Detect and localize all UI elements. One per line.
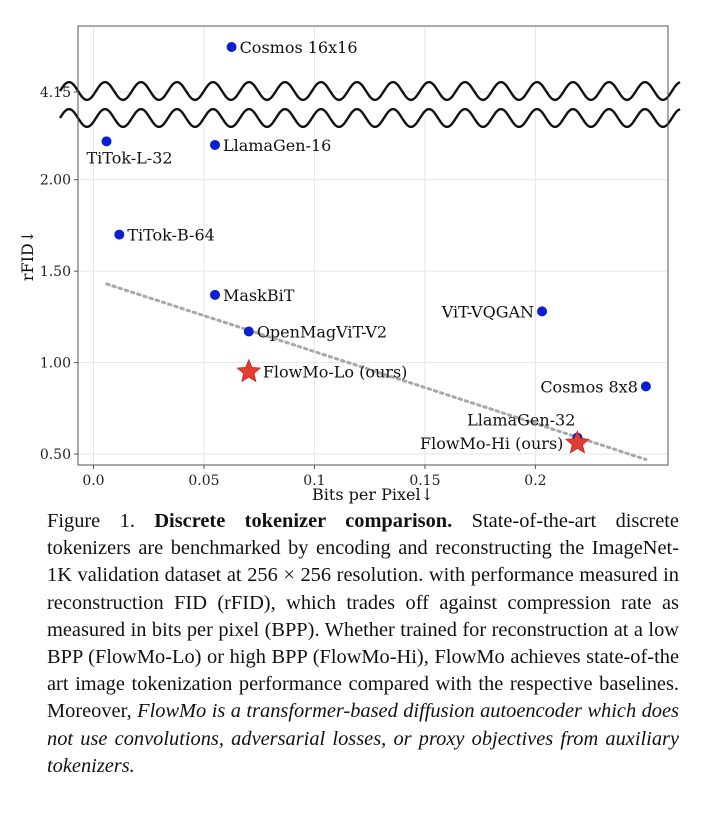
figure-caption: Figure 1. Discrete tokenizer comparison.… [47, 508, 679, 780]
plot-frame [77, 25, 669, 466]
y-tick-label: 0.50 [40, 447, 71, 463]
point-cosmos-16x16 [226, 42, 237, 52]
figure-label: Figure 1. [47, 510, 135, 532]
point-llamagen-16 [210, 139, 221, 150]
label-cosmos-8x8: Cosmos 8x8 [540, 377, 638, 396]
label-flowmo-hi-ours: FlowMo-Hi (ours) [420, 434, 563, 453]
axis-break-bottom-wave [58, 107, 681, 129]
axis-ticks: 0.0 0.05 0.1 0.15 0.2 0.50 1.00 1.50 2.00 4.15 [40, 85, 547, 489]
axis-break-top-wave [58, 80, 681, 102]
y-axis-label: rFID↓ [18, 230, 37, 281]
x-tick-label: 0.0 [82, 473, 104, 489]
trend-line [105, 282, 648, 462]
x-tick-label: 0.15 [409, 473, 440, 489]
label-titok-b-64: TiTok-B-64 [127, 226, 215, 245]
point-vit-vqgan [537, 306, 548, 317]
point-openmagvit-v2 [243, 326, 254, 337]
scatter-chart: Cosmos 16x16 TiTok-L-32 LlamaGen-16 TiTok-B… [18, 25, 681, 504]
point-maskbit [210, 289, 221, 300]
label-llamagen-32: LlamaGen-32 [467, 411, 575, 430]
label-openmagvit-v2: OpenMagViT-V2 [257, 323, 387, 342]
y-tick-label: 1.00 [40, 356, 71, 372]
point-titok-b-64 [114, 229, 125, 240]
label-maskbit: MaskBiT [223, 286, 295, 305]
caption-body: State-of-the-art discrete tokenizers are… [47, 510, 679, 723]
point-titok-l-32 [101, 136, 112, 147]
caption-title: Discrete tokenizer comparison. [154, 510, 453, 532]
x-tick-label: 0.2 [524, 473, 546, 489]
caption-italic: FlowMo is a transformer-based diffusion … [47, 700, 679, 777]
y-tick-label: 4.15 [40, 85, 71, 101]
data-points: Cosmos 16x16 TiTok-L-32 LlamaGen-16 TiTok-B… [87, 38, 651, 454]
y-tick-label: 2.00 [40, 173, 71, 189]
point-flowmo-lo-ours [236, 358, 262, 383]
axis-break-band [60, 82, 680, 127]
label-flowmo-lo-ours: FlowMo-Lo (ours) [263, 363, 408, 382]
axis-break [58, 80, 681, 129]
label-titok-l-32: TiTok-L-32 [87, 148, 173, 167]
point-flowmo-hi-ours [564, 430, 590, 454]
label-llamagen-16: LlamaGen-16 [223, 136, 331, 155]
x-tick-label: 0.05 [188, 473, 219, 489]
label-vit-vqgan: ViT-VQGAN [441, 302, 534, 321]
label-cosmos-16x16: Cosmos 16x16 [240, 38, 358, 57]
x-axis-label: Bits per Pixel↓ [312, 485, 434, 504]
x-tick-label: 0.1 [303, 473, 325, 489]
point-cosmos-8x8 [640, 381, 651, 392]
trend-line-path [105, 282, 648, 462]
y-tick-label: 1.50 [40, 264, 71, 280]
